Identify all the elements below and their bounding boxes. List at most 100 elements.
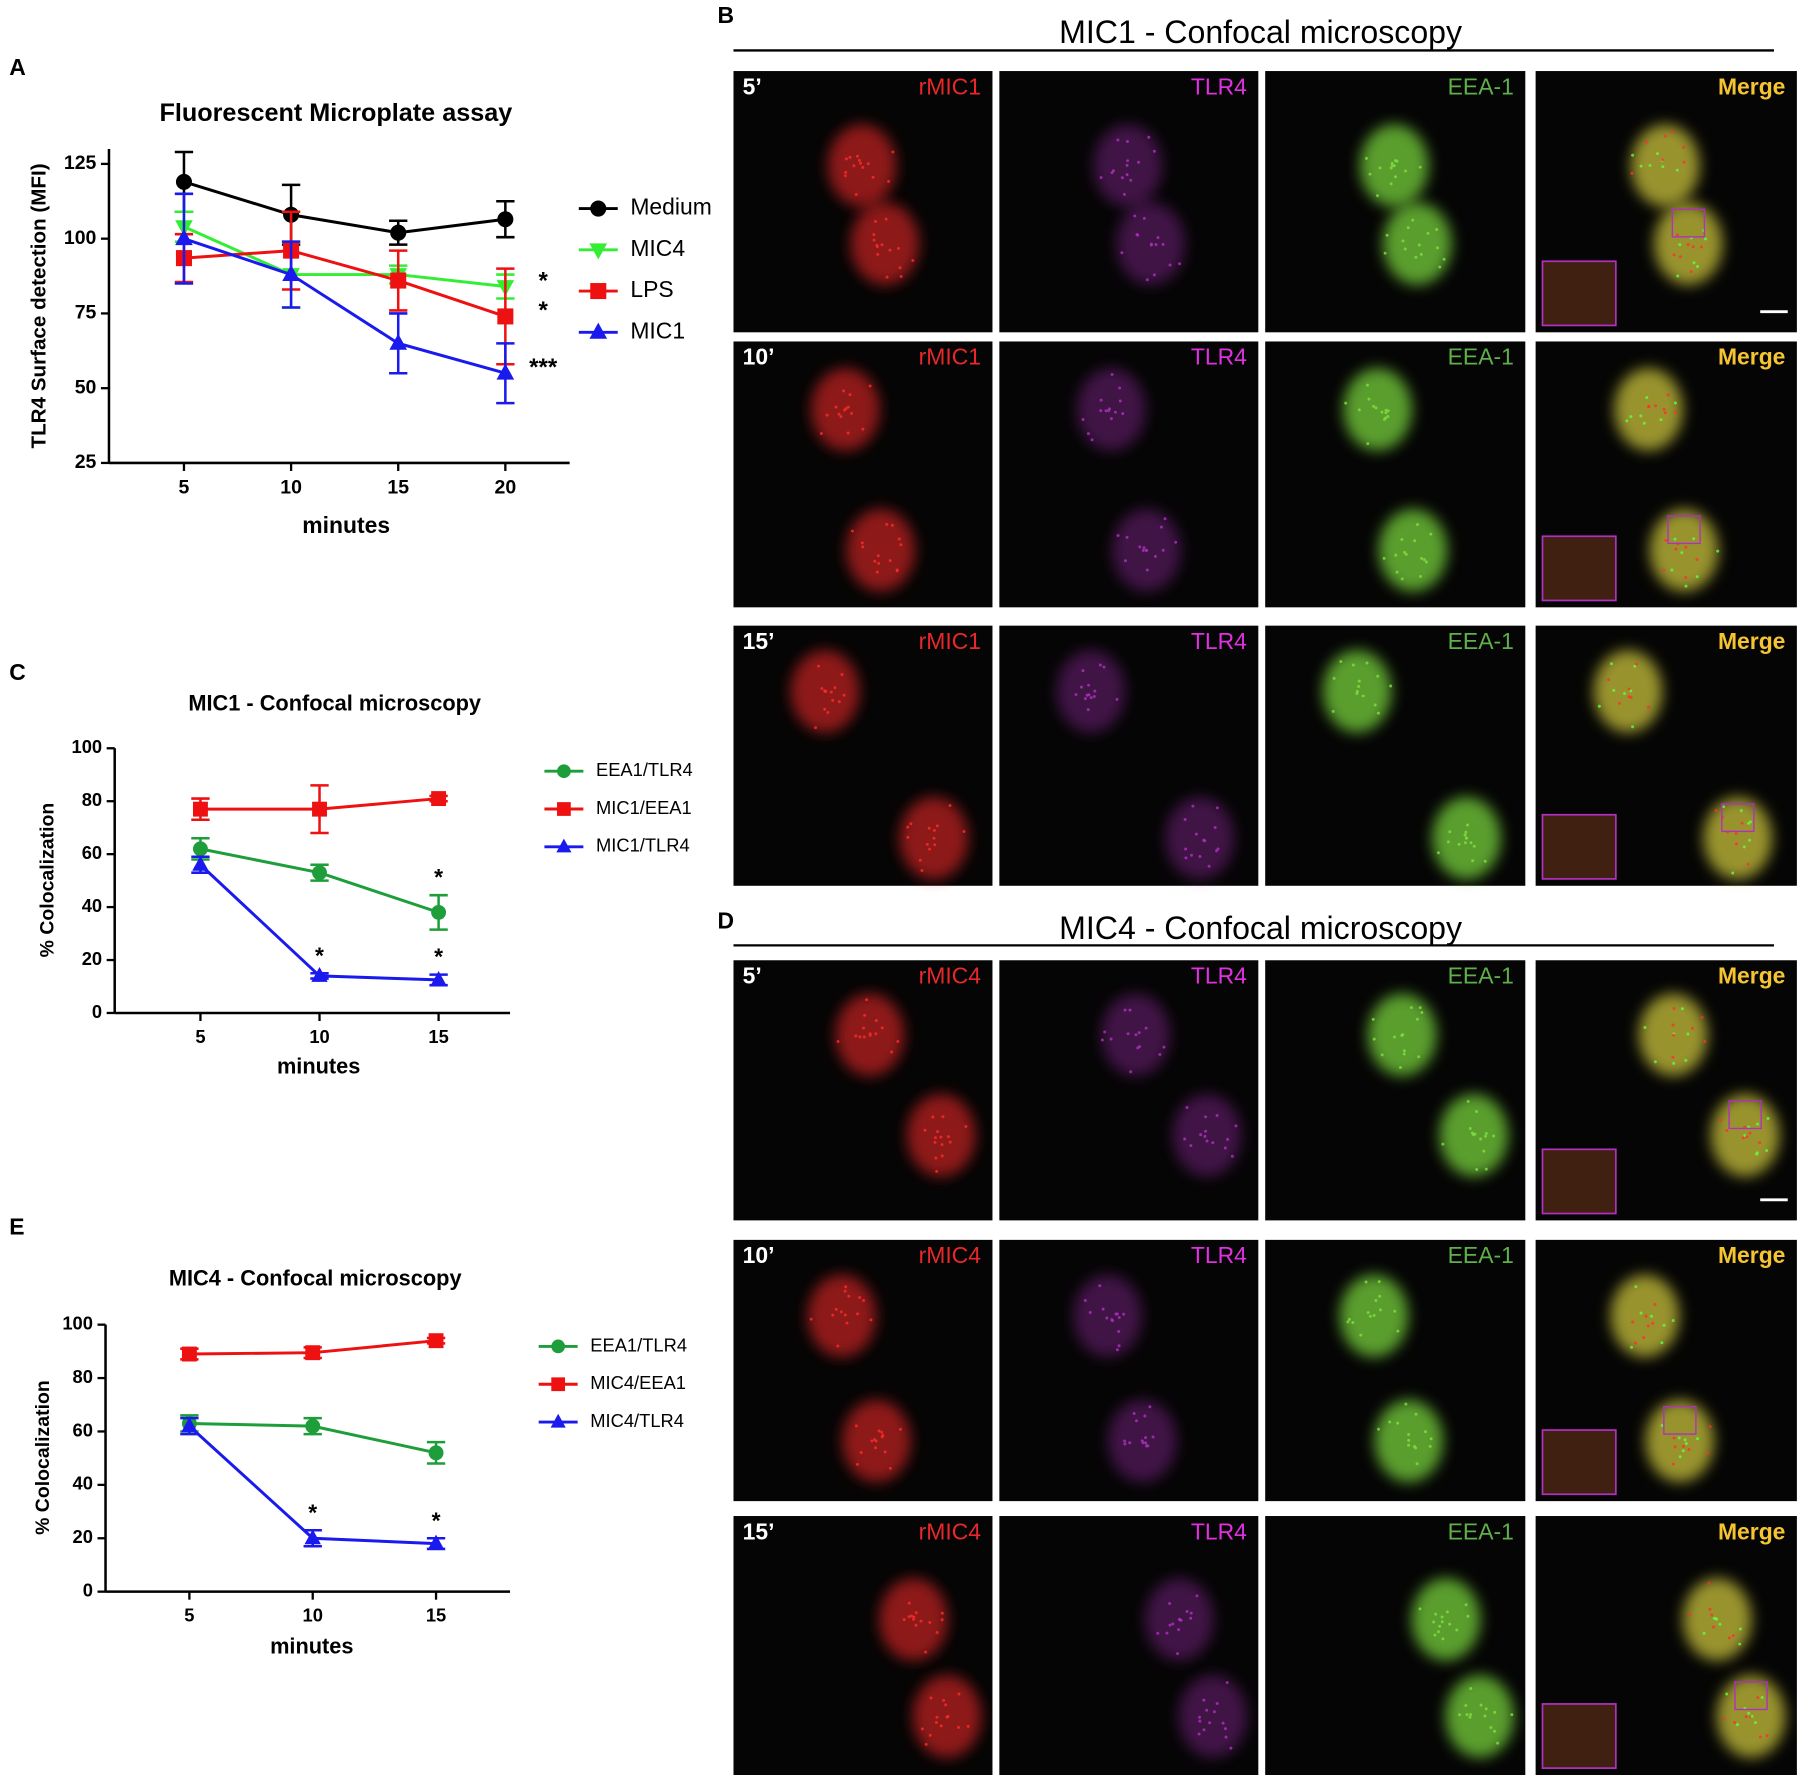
speckle <box>1484 1167 1488 1171</box>
speckle <box>1145 548 1149 552</box>
speckle <box>1708 1425 1712 1429</box>
speckle <box>1125 535 1129 539</box>
speckle <box>1426 231 1430 235</box>
speckle <box>874 1446 878 1450</box>
speckle <box>936 1130 940 1134</box>
speckle <box>934 1156 938 1160</box>
speckle <box>1714 808 1718 812</box>
speckle <box>1672 1007 1676 1011</box>
speckle <box>1104 409 1108 413</box>
y-tick-label: 100 <box>64 227 97 249</box>
speckle <box>1700 1015 1704 1019</box>
speckle <box>1643 1026 1647 1030</box>
panel-title: MIC4 - Confocal microscopy <box>1059 910 1462 946</box>
speckle <box>1673 411 1677 415</box>
speckle <box>1355 689 1359 693</box>
speckle <box>1642 421 1646 425</box>
speckle <box>1120 176 1124 180</box>
speckle <box>888 559 892 563</box>
speckle <box>1740 821 1744 825</box>
speckle <box>869 1318 873 1322</box>
speckle <box>1161 242 1165 246</box>
speckle <box>920 1727 924 1731</box>
speckle <box>1402 1052 1406 1056</box>
speckle <box>1339 660 1343 664</box>
speckle <box>1357 685 1361 689</box>
speckle <box>1674 547 1678 551</box>
speckle <box>1744 1715 1748 1719</box>
speckle <box>868 1032 872 1036</box>
channel-label: rMIC1 <box>919 73 981 99</box>
speckle <box>1202 1698 1206 1702</box>
speckle <box>888 248 892 252</box>
chart-title: MIC4 - Confocal microscopy <box>169 1266 462 1291</box>
speckle <box>1380 410 1384 414</box>
inset <box>1541 1429 1617 1496</box>
speckle <box>928 847 932 851</box>
speckle <box>1366 1311 1370 1315</box>
speckle <box>1666 393 1670 397</box>
data-point <box>175 173 192 190</box>
speckle <box>1678 1455 1682 1459</box>
speckle <box>1212 1710 1216 1714</box>
speckle <box>1639 414 1643 418</box>
speckle <box>1098 1284 1102 1288</box>
speckle <box>837 700 841 704</box>
channel-label: TLR4 <box>1191 344 1247 370</box>
x-tick-label: 10 <box>309 1026 329 1047</box>
speckle <box>1377 1427 1380 1431</box>
speckle <box>1654 404 1658 408</box>
speckle <box>1471 859 1475 863</box>
speckle <box>1132 1411 1136 1415</box>
speckle <box>834 1307 838 1311</box>
speckle <box>1678 243 1682 247</box>
speckle <box>1125 173 1129 177</box>
speckle <box>1389 182 1393 186</box>
speckle <box>1472 844 1476 848</box>
speckle <box>884 217 888 221</box>
speckle <box>1087 683 1091 687</box>
speckle <box>1625 419 1629 423</box>
legend-marker <box>590 200 607 217</box>
speckle <box>1377 1280 1381 1284</box>
speckle <box>840 672 844 676</box>
speckle <box>1116 534 1120 538</box>
speckle <box>1446 840 1450 844</box>
channel-label: Merge <box>1718 1242 1785 1268</box>
y-tick-label: 40 <box>73 1473 93 1494</box>
speckle <box>898 266 902 270</box>
speckle <box>844 407 848 411</box>
micrograph <box>733 341 993 608</box>
speckle <box>918 858 922 862</box>
speckle <box>1747 1711 1751 1715</box>
speckle <box>1419 575 1422 579</box>
speckle <box>1098 663 1102 667</box>
speckle <box>1135 232 1139 236</box>
speckle <box>1428 1444 1432 1448</box>
speckle <box>1148 1405 1152 1409</box>
speckle <box>1378 1294 1382 1298</box>
speckle <box>1394 175 1397 179</box>
x-tick-label: 10 <box>280 476 302 498</box>
speckle <box>1215 1701 1219 1705</box>
micrograph <box>1265 1516 1526 1775</box>
speckle <box>933 1140 937 1144</box>
speckle <box>929 1696 933 1700</box>
speckle <box>887 179 891 183</box>
speckle <box>1384 408 1388 412</box>
speckle <box>1114 1312 1118 1316</box>
speckle <box>1179 1618 1183 1622</box>
channel-label: rMIC4 <box>919 963 982 989</box>
speckle <box>912 1615 916 1619</box>
speckle <box>863 1013 867 1017</box>
speckle <box>1184 847 1188 851</box>
data-point <box>304 1529 321 1545</box>
speckle <box>1147 135 1151 139</box>
speckle <box>1630 1345 1634 1349</box>
cell-glow <box>1076 368 1146 451</box>
speckle <box>944 1703 948 1707</box>
speckle <box>1368 172 1372 176</box>
speckle <box>946 1715 950 1718</box>
speckle <box>819 432 823 436</box>
speckle <box>932 836 936 840</box>
